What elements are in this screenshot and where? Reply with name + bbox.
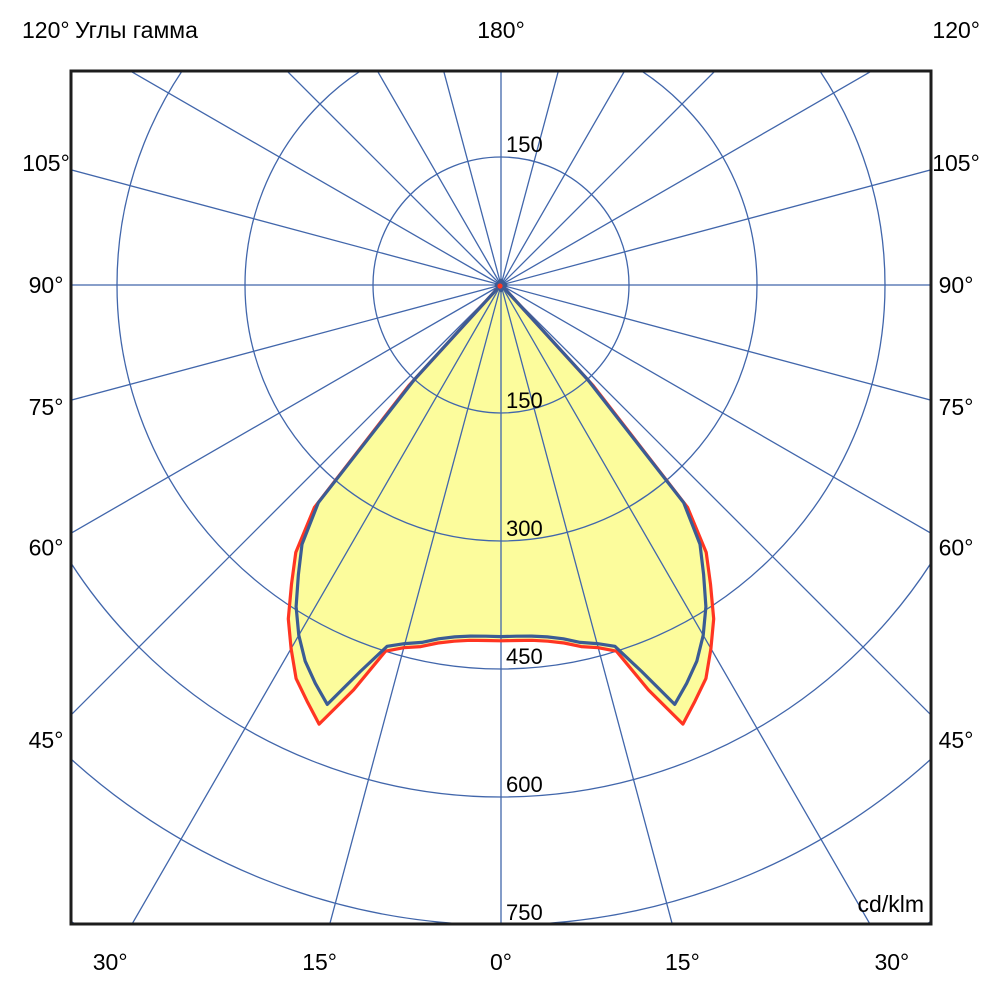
grid-spoke-105	[500, 169, 931, 286]
grid-spoke-120	[500, 71, 873, 286]
grid-spoke-195	[442, 71, 502, 286]
angle-label-left-60: 60°	[29, 535, 64, 561]
grid-spoke-240	[129, 71, 502, 286]
grid-spoke-75	[500, 284, 931, 401]
angle-label-top-left-120: 120°	[22, 17, 70, 43]
grid-spoke-345	[329, 284, 502, 924]
radial-tick-label-750: 750	[506, 900, 543, 925]
angle-label-bottom-0: 30°	[93, 949, 128, 975]
angle-label-right-90: 90°	[939, 272, 974, 298]
unit-label: cd/klm	[858, 891, 924, 917]
angle-label-top-right-120: 120°	[932, 17, 980, 43]
angle-label-left-90: 90°	[29, 272, 64, 298]
grid-spoke-255	[71, 169, 502, 286]
grid-spoke-165	[500, 71, 560, 286]
angle-label-left-105: 105°	[22, 150, 70, 176]
angle-label-right-60: 60°	[939, 535, 974, 561]
angle-label-top-180: 180°	[477, 17, 525, 43]
radial-tick-label-150: 150	[506, 388, 543, 413]
grid-spoke-135	[500, 71, 716, 286]
grid-spoke-210	[376, 71, 502, 286]
radial-tick-label-450: 450	[506, 644, 543, 669]
grid-spoke-300	[71, 284, 502, 535]
grid-spoke-60	[500, 284, 931, 535]
radial-tick-label-600: 600	[506, 772, 543, 797]
angle-label-right-105: 105°	[932, 150, 980, 176]
angle-label-bottom-3: 15°	[665, 949, 700, 975]
angle-label-left-45: 45°	[29, 727, 64, 753]
angle-label-bottom-4: 30°	[874, 949, 909, 975]
radial-tick-label-300: 300	[506, 516, 543, 541]
angle-label-right-45: 45°	[939, 727, 974, 753]
angle-label-left-75: 75°	[29, 394, 64, 420]
grid-spoke-150	[500, 71, 626, 286]
angle-label-bottom-1: 15°	[302, 949, 337, 975]
grid-spoke-15	[500, 284, 673, 924]
radial-tick-label-top-150: 150	[506, 132, 543, 157]
angle-label-bottom-2: 0°	[490, 949, 512, 975]
grid-spoke-330	[131, 284, 502, 924]
chart-title: Углы гамма	[75, 17, 198, 43]
grid-spoke-285	[71, 284, 502, 401]
pole-marker-dot	[497, 283, 503, 289]
grid-spoke-30	[500, 284, 871, 924]
grid-spoke-315	[71, 284, 502, 716]
grid-spoke-45	[500, 284, 931, 716]
grid-spoke-225	[286, 71, 502, 286]
plot-border	[69, 69, 933, 926]
angle-label-right-75: 75°	[939, 394, 974, 420]
